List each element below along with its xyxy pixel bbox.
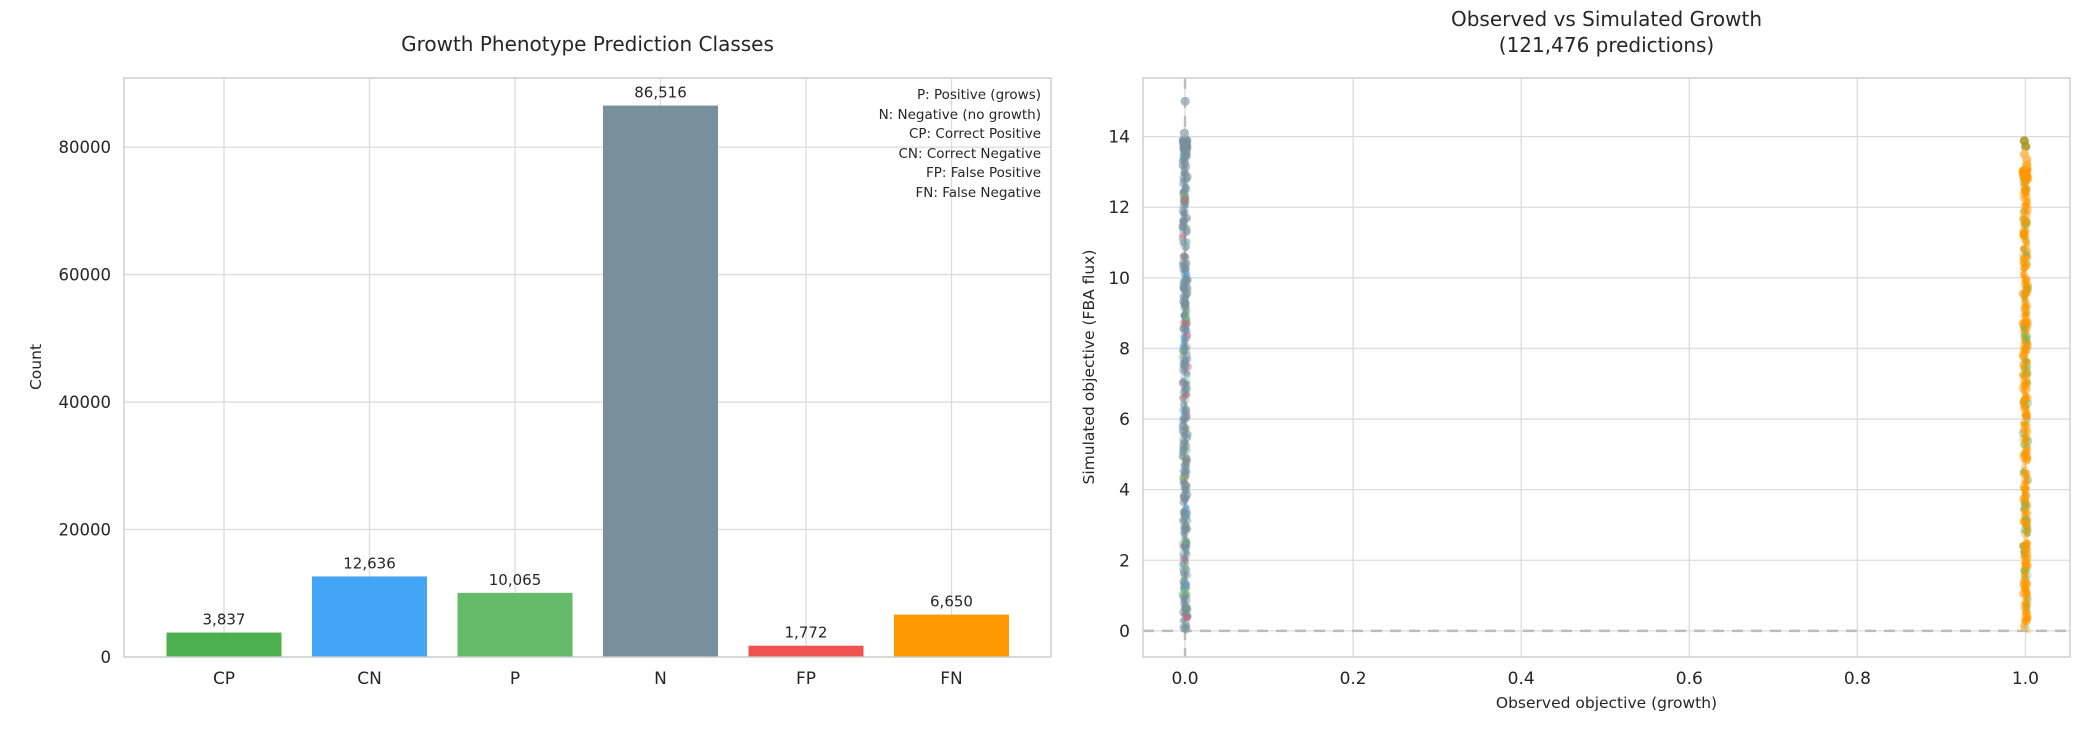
scatter-axes-frame (1142, 77, 2071, 658)
scatter-chart-title: Observed vs Simulated Growth (121,476 pr… (1143, 6, 2070, 58)
bar-axes-frame (123, 77, 1052, 658)
bar-value-label: 3,837 (203, 611, 246, 629)
scatter-x-axis-label: Observed objective (growth) (1495, 694, 1718, 712)
bars: 3,837 12,636 10,065 86,516 1,772 6,650 (166, 84, 1009, 658)
x-tick-label: 0.0 (1171, 669, 1198, 689)
scatter-title-line2: (121,476 predictions) (1498, 33, 1715, 57)
y-tick-label: 2 (1119, 551, 1130, 571)
bar-value-label: 10,065 (489, 571, 542, 589)
y-tick-label: 4 (1119, 481, 1130, 501)
y-tick-label: 0 (101, 648, 112, 667)
x-tick-label: 0.6 (1676, 669, 1703, 689)
bar-value-label: 12,636 (343, 554, 396, 572)
scatter-tick-labels: 0.0 0.2 0.4 0.6 0.8 1.0 0 2 4 6 8 10 12 14 (1108, 128, 2039, 689)
y-tick-label: 14 (1108, 128, 1130, 148)
bar-y-axis-label: Count (27, 343, 45, 391)
scatter-y-axis-label: Simulated objective (FBA flux) (1080, 249, 1098, 485)
x-tick-label: FP (796, 669, 816, 689)
outlier-point (1180, 96, 1190, 106)
scatter-gridlines (1143, 78, 2070, 657)
scatter-strip-1 (2018, 136, 2033, 634)
bar-tick-labels: 0 20000 40000 60000 80000 CP CN P N FP FN (59, 138, 963, 689)
y-tick-label: 40000 (59, 393, 112, 412)
y-tick-label: 12 (1108, 198, 1130, 218)
bar-chart: 3,837 12,636 10,065 86,516 1,772 6,650 0 20000 4… (59, 77, 1052, 689)
annotation-line: FN: False Negative (915, 184, 1041, 201)
annotation-line: P: Positive (grows) (916, 87, 1041, 103)
bar-N (603, 105, 718, 658)
x-tick-label: CN (357, 669, 382, 689)
bar-gridlines (124, 78, 1051, 658)
y-tick-label: 60000 (59, 266, 112, 285)
y-tick-label: 6 (1119, 410, 1130, 430)
x-tick-label: 1.0 (2012, 669, 2039, 689)
y-tick-label: 0 (1119, 622, 1130, 642)
bar-value-label: 6,650 (930, 593, 973, 611)
x-tick-label: 0.2 (1340, 669, 1367, 689)
bar-chart-title: Growth Phenotype Prediction Classes (401, 32, 774, 56)
bar-value-label: 1,772 (785, 624, 828, 642)
annotation-line: N: Negative (no growth) (878, 106, 1041, 123)
class-definitions-annotation: P: Positive (grows) N: Negative (no grow… (879, 86, 1041, 203)
x-tick-label: N (654, 669, 667, 689)
x-tick-label: CP (213, 669, 235, 689)
scatter-chart: 0.0 0.2 0.4 0.6 0.8 1.0 0 2 4 6 8 10 12 14 (1108, 77, 2071, 689)
outlier-point (1179, 128, 1190, 138)
bar-CP (166, 632, 282, 657)
y-tick-label: 20000 (59, 521, 112, 540)
scatter-title-line1: Observed vs Simulated Growth (1450, 7, 1762, 31)
outlier-point (2021, 141, 2031, 152)
y-tick-label: 8 (1119, 339, 1130, 359)
scatter-strip-0 (1178, 96, 1192, 634)
x-tick-label: FN (940, 669, 963, 689)
y-tick-label: 80000 (59, 138, 112, 157)
bar-value-label: 86,516 (634, 84, 687, 102)
annotation-line: CN: Correct Negative (898, 145, 1041, 162)
x-tick-label: 0.8 (1844, 669, 1871, 689)
y-tick-label: 10 (1108, 269, 1130, 289)
annotation-line: FP: False Positive (926, 165, 1041, 181)
bar-CN (312, 576, 427, 657)
annotation-line: CP: Correct Positive (908, 126, 1041, 142)
outlier-point (2022, 160, 2032, 170)
bar-FN (894, 614, 1009, 657)
x-tick-label: P (510, 669, 520, 689)
bar-FP (748, 645, 864, 657)
bar-P (457, 592, 573, 657)
x-tick-label: 0.4 (1508, 669, 1535, 689)
